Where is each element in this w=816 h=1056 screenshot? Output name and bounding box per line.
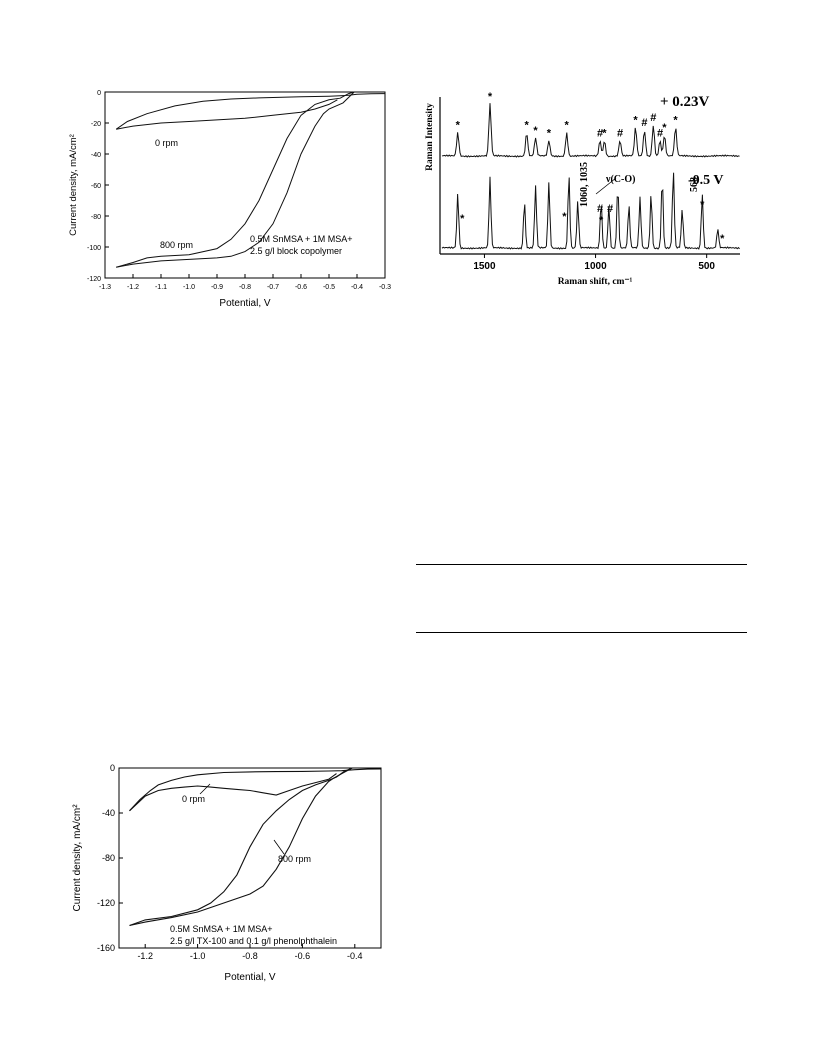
legend-line-1: 0.5M SnMSA + 1M MSA+ [170,924,273,934]
x-tick-label: -1.2 [137,951,153,961]
x-tick-label: -0.6 [295,951,311,961]
x-tick-label: -1.0 [190,951,206,961]
annotation-800rpm: 800 rpm [160,240,193,250]
cv-curve-2 [116,91,355,268]
peak-marker: * [602,127,607,139]
legend-line-2: 2.5 g/l TX-100 and 0.1 g/l phenolphthale… [170,936,337,946]
annotation-c-o: ν(C-O) [605,174,635,185]
x-tick-label: -0.9 [211,284,223,291]
peak-marker: * [547,127,552,139]
y-tick-label: -80 [91,214,101,221]
peak-marker: * [599,215,604,227]
x-tick-label: -0.8 [242,951,258,961]
legend-line-1: 0.5M SnMSA + 1M MSA+ [250,234,353,244]
peak-marker: # [597,203,603,215]
annotation-0rpm: 0 rpm [155,138,178,148]
peak-marker: * [562,211,567,223]
peak-marker: * [673,114,678,126]
annotation-1060-1035: 1060, 1035 [579,162,590,207]
table-top-rule [416,564,747,565]
y-tick-label: -120 [87,276,101,283]
x-tick-label: -1.2 [127,284,139,291]
peak-marker: * [533,125,538,137]
x-tick-label: -0.4 [351,284,363,291]
y-axis-label: Current density, mA/cm² [72,804,83,912]
cv-curve-1 [129,773,337,812]
peak-marker: * [456,120,461,132]
peak-marker: * [720,233,725,245]
raman-spectrum-1 [441,172,740,250]
peak-marker: # [617,127,623,139]
peak-marker: # [650,112,656,124]
plot-frame [118,767,382,949]
y-tick-label: 0 [97,90,101,97]
y-tick-label: -120 [97,898,115,908]
peak-marker: # [597,127,603,139]
peak-marker: * [460,213,465,225]
annotation-pointer [595,177,617,195]
y-tick-label: -20 [91,121,101,128]
peak-marker: # [607,203,613,215]
x-tick-label: -0.6 [295,284,307,291]
cv-curve-3 [116,91,355,268]
x-tick-label: -0.3 [379,284,391,291]
y-tick-label: -40 [91,152,101,159]
x-axis-label: Potential, V [219,298,270,309]
pointer-0rpm [199,783,211,795]
x-tick-label: -1.1 [155,284,167,291]
y-tick-label: 0 [110,763,115,773]
y-tick-label: -80 [102,853,115,863]
cv-curve-3 [129,767,353,927]
x-axis-label: Potential, V [224,972,275,983]
figure-cv-block-copolymer: -1.3 -1.2 -1.1 -1.0 -0.9 -0.8 -0.7 -0.6 -0.5 -0.4… [68,90,391,309]
peak-marker: * [700,199,705,211]
cv-curve-0 [129,768,382,812]
y-tick-label: -160 [97,943,115,953]
figure-raman-spectra: 1500 1000 500 *** * **# * #* # ## *** *#*# ** Raman… [425,91,740,287]
x-tick-label: -0.7 [267,284,279,291]
y-axis-label: Current density, mA/cm² [68,134,79,236]
plot-frame [104,91,386,279]
figure-cv-tx100: -1.2 -1.0 -0.8 -0.6 -0.4 0 -40 -80 -120 -160 Pot… [72,763,382,983]
x-tick-label: -0.5 [323,284,335,291]
peak-marker: * [488,91,493,103]
legend-line-2: 2.5 g/l block copolymer [250,246,342,256]
label-potential-top: + 0.23V [660,94,710,110]
y-axis-label: Raman Intensity [425,103,435,171]
x-tick-label: -0.4 [347,951,363,961]
peak-marker: * [565,120,570,132]
raman-spectrum-0 [441,103,740,158]
table-bottom-rule [416,632,747,633]
y-tick-label: -60 [91,183,101,190]
x-tick-label: -1.3 [99,284,111,291]
label-potential-bottom: -0.5 V [688,173,724,188]
annotation-568: 568 [689,177,700,192]
peak-marker: # [641,117,647,129]
x-axis-label: Raman shift, cm⁻¹ [558,277,633,287]
y-tick-label: -40 [102,808,115,818]
annotation-800rpm: 800 rpm [278,854,311,864]
x-tick-label: -1.0 [183,284,195,291]
peak-marker: # [657,127,663,139]
peak-marker: * [633,114,638,126]
peak-marker: * [662,122,667,134]
x-tick-label: -0.8 [239,284,251,291]
x-tick-label: 500 [698,261,715,272]
y-tick-label: -100 [87,245,101,252]
x-tick-label: 1000 [584,261,607,272]
x-tick-label: 1500 [473,261,496,272]
annotation-0rpm: 0 rpm [182,794,205,804]
pointer-800rpm [273,839,285,855]
cv-curve-1 [116,99,338,130]
peak-marker: * [525,120,530,132]
